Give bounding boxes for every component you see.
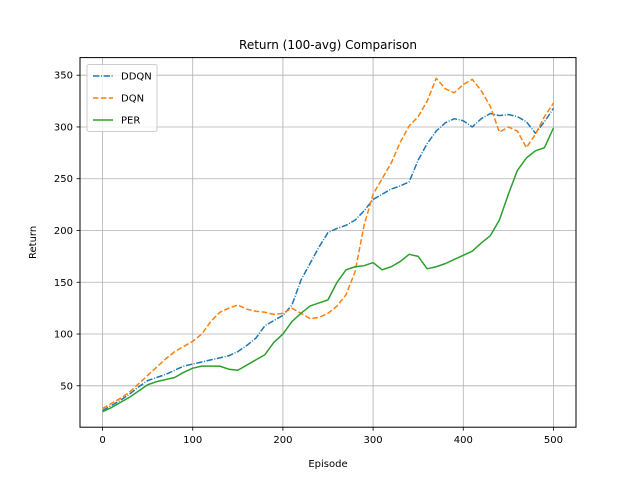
y-tick-label: 350 — [54, 71, 73, 82]
legend-label-dqn: DQN — [121, 94, 144, 105]
x-tick-label: 400 — [454, 435, 473, 446]
series-line-ddqn — [102, 107, 555, 412]
x-tick-label: 0 — [99, 435, 105, 446]
x-tick-label: 300 — [364, 435, 383, 446]
y-tick-label: 50 — [60, 381, 73, 392]
axes-frame — [79, 57, 577, 428]
x-axis-label: Episode — [308, 459, 347, 470]
series-lines — [102, 77, 555, 413]
y-tick-label: 150 — [54, 278, 73, 289]
y-tick-label: 200 — [54, 226, 73, 237]
legend-label-ddqn: DDQN — [121, 72, 152, 83]
legend-box — [86, 64, 158, 132]
x-tick-label: 500 — [544, 435, 563, 446]
y-tick-label: 250 — [54, 174, 73, 185]
y-tick-label: 100 — [54, 330, 73, 341]
x-tick-label: 100 — [183, 435, 202, 446]
legend-label-per: PER — [121, 116, 140, 127]
series-line-per — [102, 127, 555, 413]
chart-title: Return (100-avg) Comparison — [239, 38, 417, 52]
ticks: 0 100 200 300 400 500 50 100 150 200 250 300 350 — [54, 71, 563, 447]
series-line-dqn — [102, 77, 555, 410]
y-tick-label: 300 — [54, 122, 73, 133]
x-tick-label: 200 — [273, 435, 292, 446]
y-axis-label: Return — [28, 226, 39, 259]
legend: DDQN DQN PER — [86, 64, 158, 132]
